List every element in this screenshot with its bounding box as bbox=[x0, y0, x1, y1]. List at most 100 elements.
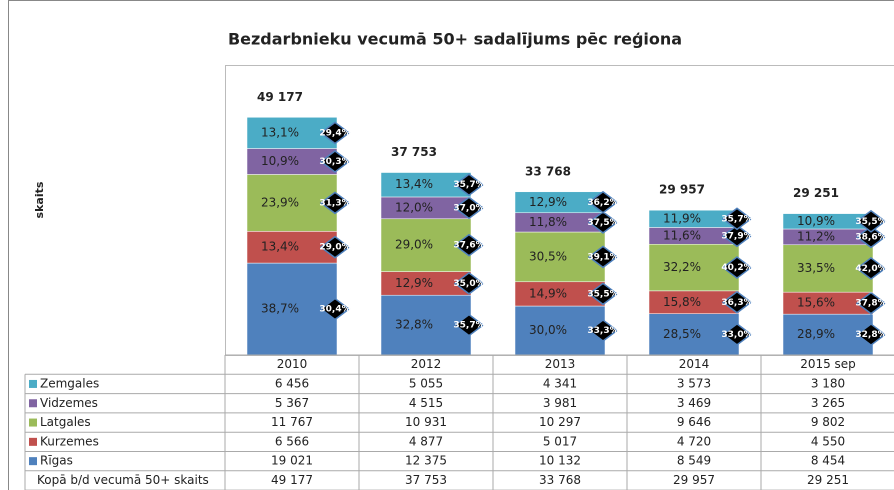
ratio-label: 35,7% bbox=[453, 321, 484, 331]
share-label: 13,1% bbox=[261, 125, 299, 139]
ratio-badge bbox=[453, 233, 485, 257]
table-value: 11 767 bbox=[271, 415, 313, 429]
ratio-label: 37,6% bbox=[453, 241, 484, 251]
ratio-label: 36,3% bbox=[721, 298, 752, 308]
legend-label: Kurzemes bbox=[40, 434, 99, 448]
total-label: 29 251 bbox=[793, 186, 839, 200]
share-label: 12,0% bbox=[395, 200, 433, 214]
share-label: 32,2% bbox=[663, 260, 701, 274]
chart-title: Bezdarbnieku vecumā 50+ sadalījums pēc r… bbox=[228, 30, 682, 49]
table-value: 8 454 bbox=[811, 454, 845, 468]
ratio-badge bbox=[319, 121, 351, 145]
ratio-badge bbox=[453, 173, 485, 197]
ratio-badge bbox=[855, 323, 887, 347]
ratio-label: 35,5% bbox=[587, 289, 618, 299]
share-label: 38,7% bbox=[261, 302, 299, 316]
ratio-label: 29,4% bbox=[319, 128, 350, 138]
share-label: 28,5% bbox=[663, 327, 701, 341]
legend-label: Rīgas bbox=[40, 454, 73, 468]
ratio-badge bbox=[319, 235, 351, 259]
table-value: 4 877 bbox=[409, 434, 443, 448]
ratio-badge bbox=[721, 224, 753, 248]
ratio-badge bbox=[721, 322, 753, 346]
share-label: 29,0% bbox=[395, 238, 433, 252]
ratio-badge bbox=[319, 297, 351, 321]
ratio-label: 35,0% bbox=[453, 279, 484, 289]
ratio-badge bbox=[721, 207, 753, 231]
ratio-label: 29,0% bbox=[319, 243, 350, 253]
table-value: 10 132 bbox=[539, 454, 581, 468]
ratio-label: 37,9% bbox=[721, 231, 752, 241]
share-label: 30,5% bbox=[529, 249, 567, 263]
ratio-badge bbox=[587, 210, 619, 234]
legend-swatch bbox=[29, 437, 37, 446]
ratio-badge bbox=[319, 150, 351, 173]
table-value: 6 456 bbox=[275, 376, 309, 390]
ratio-label: 37,0% bbox=[453, 203, 484, 213]
share-label: 12,9% bbox=[395, 276, 433, 290]
share-label: 13,4% bbox=[395, 177, 433, 191]
legend-swatch bbox=[29, 399, 37, 408]
table-value: 3 265 bbox=[811, 396, 845, 410]
ratio-badge bbox=[587, 190, 619, 214]
total-row-label: Kopā b/d vecumā 50+ skaits bbox=[37, 473, 209, 487]
ratio-label: 32,8% bbox=[855, 330, 886, 340]
table-total: 29 251 bbox=[807, 473, 849, 487]
ratio-label: 36,2% bbox=[587, 198, 618, 208]
table-value: 5 017 bbox=[543, 434, 577, 448]
table-value: 5 055 bbox=[409, 376, 443, 390]
share-label: 15,6% bbox=[797, 296, 835, 310]
table-value: 3 981 bbox=[543, 396, 577, 410]
ratio-badge bbox=[453, 271, 485, 295]
ratio-label: 42,0% bbox=[855, 264, 886, 274]
legend-label: Vidzemes bbox=[40, 396, 98, 410]
legend-swatch bbox=[29, 379, 37, 388]
x-tick-label: 2015 sep bbox=[800, 357, 856, 371]
total-label: 33 768 bbox=[525, 164, 571, 178]
share-label: 11,6% bbox=[663, 228, 701, 242]
legend-label: Zemgales bbox=[40, 376, 99, 390]
share-label: 11,9% bbox=[663, 211, 701, 225]
ratio-label: 35,7% bbox=[721, 214, 752, 224]
ratio-badge bbox=[587, 245, 619, 269]
table-value: 10 931 bbox=[405, 415, 447, 429]
table-value: 4 550 bbox=[811, 434, 845, 448]
ratio-label: 38,6% bbox=[855, 232, 886, 242]
ratio-label: 33,3% bbox=[587, 326, 618, 336]
ratio-badge bbox=[721, 290, 753, 314]
table-total: 49 177 bbox=[271, 473, 313, 487]
table-value: 5 367 bbox=[275, 396, 309, 410]
table-value: 3 573 bbox=[677, 376, 711, 390]
ratio-label: 39,1% bbox=[587, 252, 618, 262]
share-label: 14,9% bbox=[529, 286, 567, 300]
table-value: 9 646 bbox=[677, 415, 711, 429]
legend-label: Latgales bbox=[40, 415, 91, 429]
ratio-label: 30,3% bbox=[319, 157, 350, 167]
ratio-badge bbox=[453, 313, 485, 337]
ratio-label: 37,8% bbox=[855, 299, 886, 309]
x-tick-label: 2013 bbox=[545, 357, 576, 371]
ratio-label: 33,0% bbox=[721, 330, 752, 340]
total-label: 49 177 bbox=[257, 90, 303, 104]
legend-swatch bbox=[29, 418, 37, 427]
table-value: 8 549 bbox=[677, 454, 711, 468]
share-label: 10,9% bbox=[261, 154, 299, 168]
ratio-badge bbox=[587, 282, 619, 306]
ratio-label: 37,5% bbox=[587, 218, 618, 228]
share-label: 30,0% bbox=[529, 323, 567, 337]
x-tick-label: 2012 bbox=[411, 357, 442, 371]
table-value: 3 469 bbox=[677, 396, 711, 410]
table-total: 37 753 bbox=[405, 473, 447, 487]
ratio-label: 40,2% bbox=[721, 263, 752, 273]
total-label: 29 957 bbox=[659, 183, 705, 197]
table-value: 19 021 bbox=[271, 454, 313, 468]
legend-swatch bbox=[29, 457, 37, 466]
ratio-badge bbox=[855, 291, 887, 315]
x-tick-label: 2010 bbox=[277, 357, 308, 371]
table-value: 9 802 bbox=[811, 415, 845, 429]
table-value: 10 297 bbox=[539, 415, 581, 429]
x-tick-label: 2014 bbox=[679, 357, 710, 371]
ratio-badge bbox=[855, 257, 887, 280]
table-total: 33 768 bbox=[539, 473, 581, 487]
ratio-badge bbox=[453, 196, 485, 220]
